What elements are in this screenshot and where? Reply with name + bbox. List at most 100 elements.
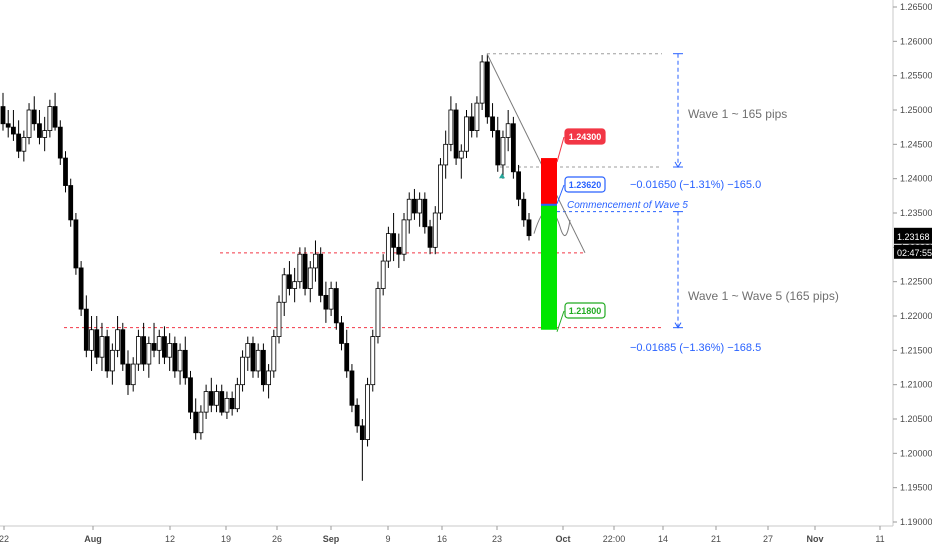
candle-body xyxy=(292,281,298,289)
candle-body xyxy=(146,343,152,365)
commencement-label: Commencement of Wave 5 xyxy=(567,200,688,211)
candle-body xyxy=(354,404,360,427)
x-tick-label: 16 xyxy=(437,534,447,544)
target-label-box xyxy=(564,302,606,319)
candle-body xyxy=(188,377,193,413)
wave1-measure: −0.01650 (−1.31%) −165.0 xyxy=(630,179,762,191)
candle-body xyxy=(323,294,329,310)
candle-body xyxy=(500,137,506,166)
wave1-text: Wave 1 ~ 165 pips xyxy=(688,107,788,121)
candle-body xyxy=(339,322,344,344)
entry-label-pointer xyxy=(556,184,565,204)
stop-label-pointer xyxy=(556,136,565,163)
wave5-text: Wave 1 ~ Wave 5 (165 pips) xyxy=(688,289,839,303)
candle-body xyxy=(234,384,240,410)
candle-body xyxy=(302,253,308,289)
x-tick-label: 19 xyxy=(221,534,231,544)
candle-body xyxy=(78,267,84,310)
y-tick-label: 1.22500 xyxy=(900,277,932,287)
green-marker xyxy=(499,173,505,179)
wave5-measure: −0.01685 (−1.36%) −168.5 xyxy=(630,342,762,354)
candle-body xyxy=(313,253,318,269)
candle-body xyxy=(448,109,454,145)
stop-label-text: 1.24300 xyxy=(569,132,602,142)
y-tick-label: 1.21000 xyxy=(900,380,932,390)
candle-body xyxy=(307,267,313,289)
candle-body xyxy=(11,126,16,135)
y-tick-label: 1.26000 xyxy=(900,36,932,46)
candle-body xyxy=(214,391,219,406)
candle-body xyxy=(162,336,167,358)
candle-body xyxy=(438,164,443,214)
candle-body xyxy=(156,336,162,351)
candle-body xyxy=(276,301,282,337)
x-tick-label: 27 xyxy=(763,534,773,544)
candle-body xyxy=(198,411,204,434)
y-tick-label: 1.26500 xyxy=(900,2,932,12)
candle-body xyxy=(412,198,417,214)
candle-body xyxy=(458,150,464,159)
candle-body xyxy=(318,253,324,296)
candle-body xyxy=(375,288,381,337)
x-tick-label: Sep xyxy=(323,534,340,544)
y-tick-label: 1.22000 xyxy=(900,311,932,321)
x-tick-label: 9 xyxy=(385,534,390,544)
x-tick-label: Aug xyxy=(84,534,102,544)
x-tick-label: 22:00 xyxy=(603,534,626,544)
candle-body xyxy=(240,356,245,386)
target-label-text: 1.21800 xyxy=(569,306,602,316)
candle-body xyxy=(464,116,469,152)
candle-body xyxy=(245,343,251,358)
candle-body xyxy=(0,106,6,125)
candle-body xyxy=(250,343,256,372)
y-tick-label: 1.21500 xyxy=(900,345,932,355)
candle-body xyxy=(31,109,37,125)
candle-body xyxy=(432,212,438,248)
x-tick-label: 21 xyxy=(711,534,721,544)
candle-body xyxy=(94,329,100,358)
candle-body xyxy=(151,343,157,351)
candle-body xyxy=(99,336,105,358)
x-tick-label: 23 xyxy=(492,534,502,544)
stop-zone xyxy=(541,158,557,205)
candle-body xyxy=(370,336,376,386)
candle-body xyxy=(474,102,480,131)
candle-body xyxy=(266,370,272,386)
candle-body xyxy=(281,274,287,303)
target-zone xyxy=(541,204,557,330)
candle-body xyxy=(47,106,53,131)
stop-label-box xyxy=(564,128,606,145)
y-tick-label: 1.20500 xyxy=(900,414,932,424)
candle-body xyxy=(73,219,79,269)
entry-label-box xyxy=(564,176,606,193)
x-tick-label: Nov xyxy=(806,534,823,544)
x-tick-label: Oct xyxy=(555,534,570,544)
candle-body xyxy=(130,363,136,386)
y-tick-label: 1.19000 xyxy=(900,517,932,527)
candle-body xyxy=(391,233,396,248)
candle-body xyxy=(260,349,266,386)
candle-body xyxy=(104,336,110,372)
candle-body xyxy=(16,133,22,152)
candle-body xyxy=(109,349,115,372)
candle-body xyxy=(349,370,355,406)
candle-body xyxy=(136,336,141,365)
candle-body xyxy=(26,109,32,138)
candle-body xyxy=(5,123,11,128)
y-tick-label: 1.25500 xyxy=(900,71,932,81)
candle-body xyxy=(167,343,173,358)
candle-body xyxy=(526,219,532,237)
candle-body xyxy=(344,343,350,372)
candle-body xyxy=(385,233,391,262)
candle-body xyxy=(469,116,475,132)
candle-body xyxy=(89,329,94,351)
candle-body xyxy=(333,288,339,324)
candle-body xyxy=(453,109,459,159)
candle-body xyxy=(42,130,48,138)
candle-body xyxy=(141,336,147,365)
countdown-text: 02:47:55 xyxy=(897,248,932,258)
y-tick-label: 1.24000 xyxy=(900,174,932,184)
x-tick-label: 26 xyxy=(272,534,282,544)
candle-body xyxy=(359,425,365,441)
